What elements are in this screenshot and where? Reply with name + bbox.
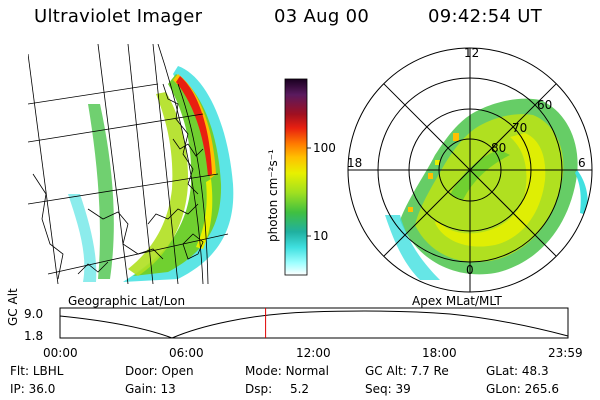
timeline-xtick-0600: 06:00 [169, 346, 204, 360]
param-mode: Mode: Normal [245, 364, 329, 378]
mlt-label-18: 18 [347, 156, 363, 170]
gain-label: Gain: [125, 382, 157, 396]
mode-label: Mode: [245, 364, 282, 378]
dsp-label: Dsp: [245, 382, 273, 396]
timeline-xtick-1200: 12:00 [296, 346, 331, 360]
ip-label: IP: [10, 382, 25, 396]
color-bar [284, 78, 311, 276]
param-ip: IP: 36.0 [10, 382, 55, 396]
mode-value: Normal [285, 364, 329, 378]
door-value: Open [161, 364, 194, 378]
glon-value: 265.6 [524, 382, 559, 396]
timeline-ylabel: GC Alt [6, 288, 20, 326]
param-glon: GLon: 265.6 [486, 382, 559, 396]
glon-label: GLon: [486, 382, 521, 396]
flt-label: Flt: [10, 364, 29, 378]
timeline-xtick-1800: 18:00 [422, 346, 457, 360]
mlt-label-12: 12 [464, 46, 480, 60]
param-glat: GLat: 48.3 [486, 364, 549, 378]
param-gain: Gain: 13 [125, 382, 176, 396]
glat-value: 48.3 [521, 364, 549, 378]
param-filter: Flt: LBHL [10, 364, 63, 378]
mlat-label-80: 80 [491, 141, 507, 155]
mlat-label-60: 60 [537, 98, 553, 112]
polar-image [347, 47, 593, 293]
param-dsp: Dsp: 5.2 [245, 382, 309, 396]
altitude-timeline [59, 307, 569, 339]
geographic-image [28, 44, 234, 284]
param-seq: Seq: 39 [365, 382, 411, 396]
param-door: Door: Open [125, 364, 194, 378]
colorbar-tick-10: 10 [313, 229, 329, 243]
mlt-label-6: 6 [578, 156, 586, 170]
colorbar-tick-100: 100 [313, 141, 336, 155]
seq-value: 39 [395, 382, 411, 396]
date-label: 03 Aug 00 [274, 6, 370, 27]
timeline-xtick-2359: 23:59 [548, 346, 583, 360]
param-gc-alt: GC Alt: 7.7 Re [365, 364, 449, 378]
instrument-title: Ultraviolet Imager [34, 6, 203, 27]
dsp-value: 5.2 [289, 382, 310, 396]
ip-value: 36.0 [28, 382, 56, 396]
timeline-ytick-bottom: 1.8 [24, 329, 44, 343]
gain-value: 13 [160, 382, 176, 396]
door-label: Door: [125, 364, 158, 378]
mlt-label-0: 0 [466, 263, 474, 277]
polar-caption: Apex MLat/MLT [412, 294, 502, 308]
timeline-xtick-0000: 00:00 [43, 346, 78, 360]
geo-caption: Geographic Lat/Lon [68, 294, 186, 308]
time-label: 09:42:54 UT [428, 6, 543, 27]
gcalt-value: 7.7 Re [410, 364, 449, 378]
altitude-curve [59, 310, 569, 339]
mlat-label-70: 70 [512, 121, 528, 135]
timeline-ytick-top: 9.0 [24, 307, 44, 321]
gcalt-label: GC Alt: [365, 364, 407, 378]
seq-label: Seq: [365, 382, 392, 396]
glat-label: GLat: [486, 364, 519, 378]
flt-value: LBHL [32, 364, 64, 378]
colorbar-unit-label: photon cm⁻²s⁻¹ [266, 149, 280, 242]
